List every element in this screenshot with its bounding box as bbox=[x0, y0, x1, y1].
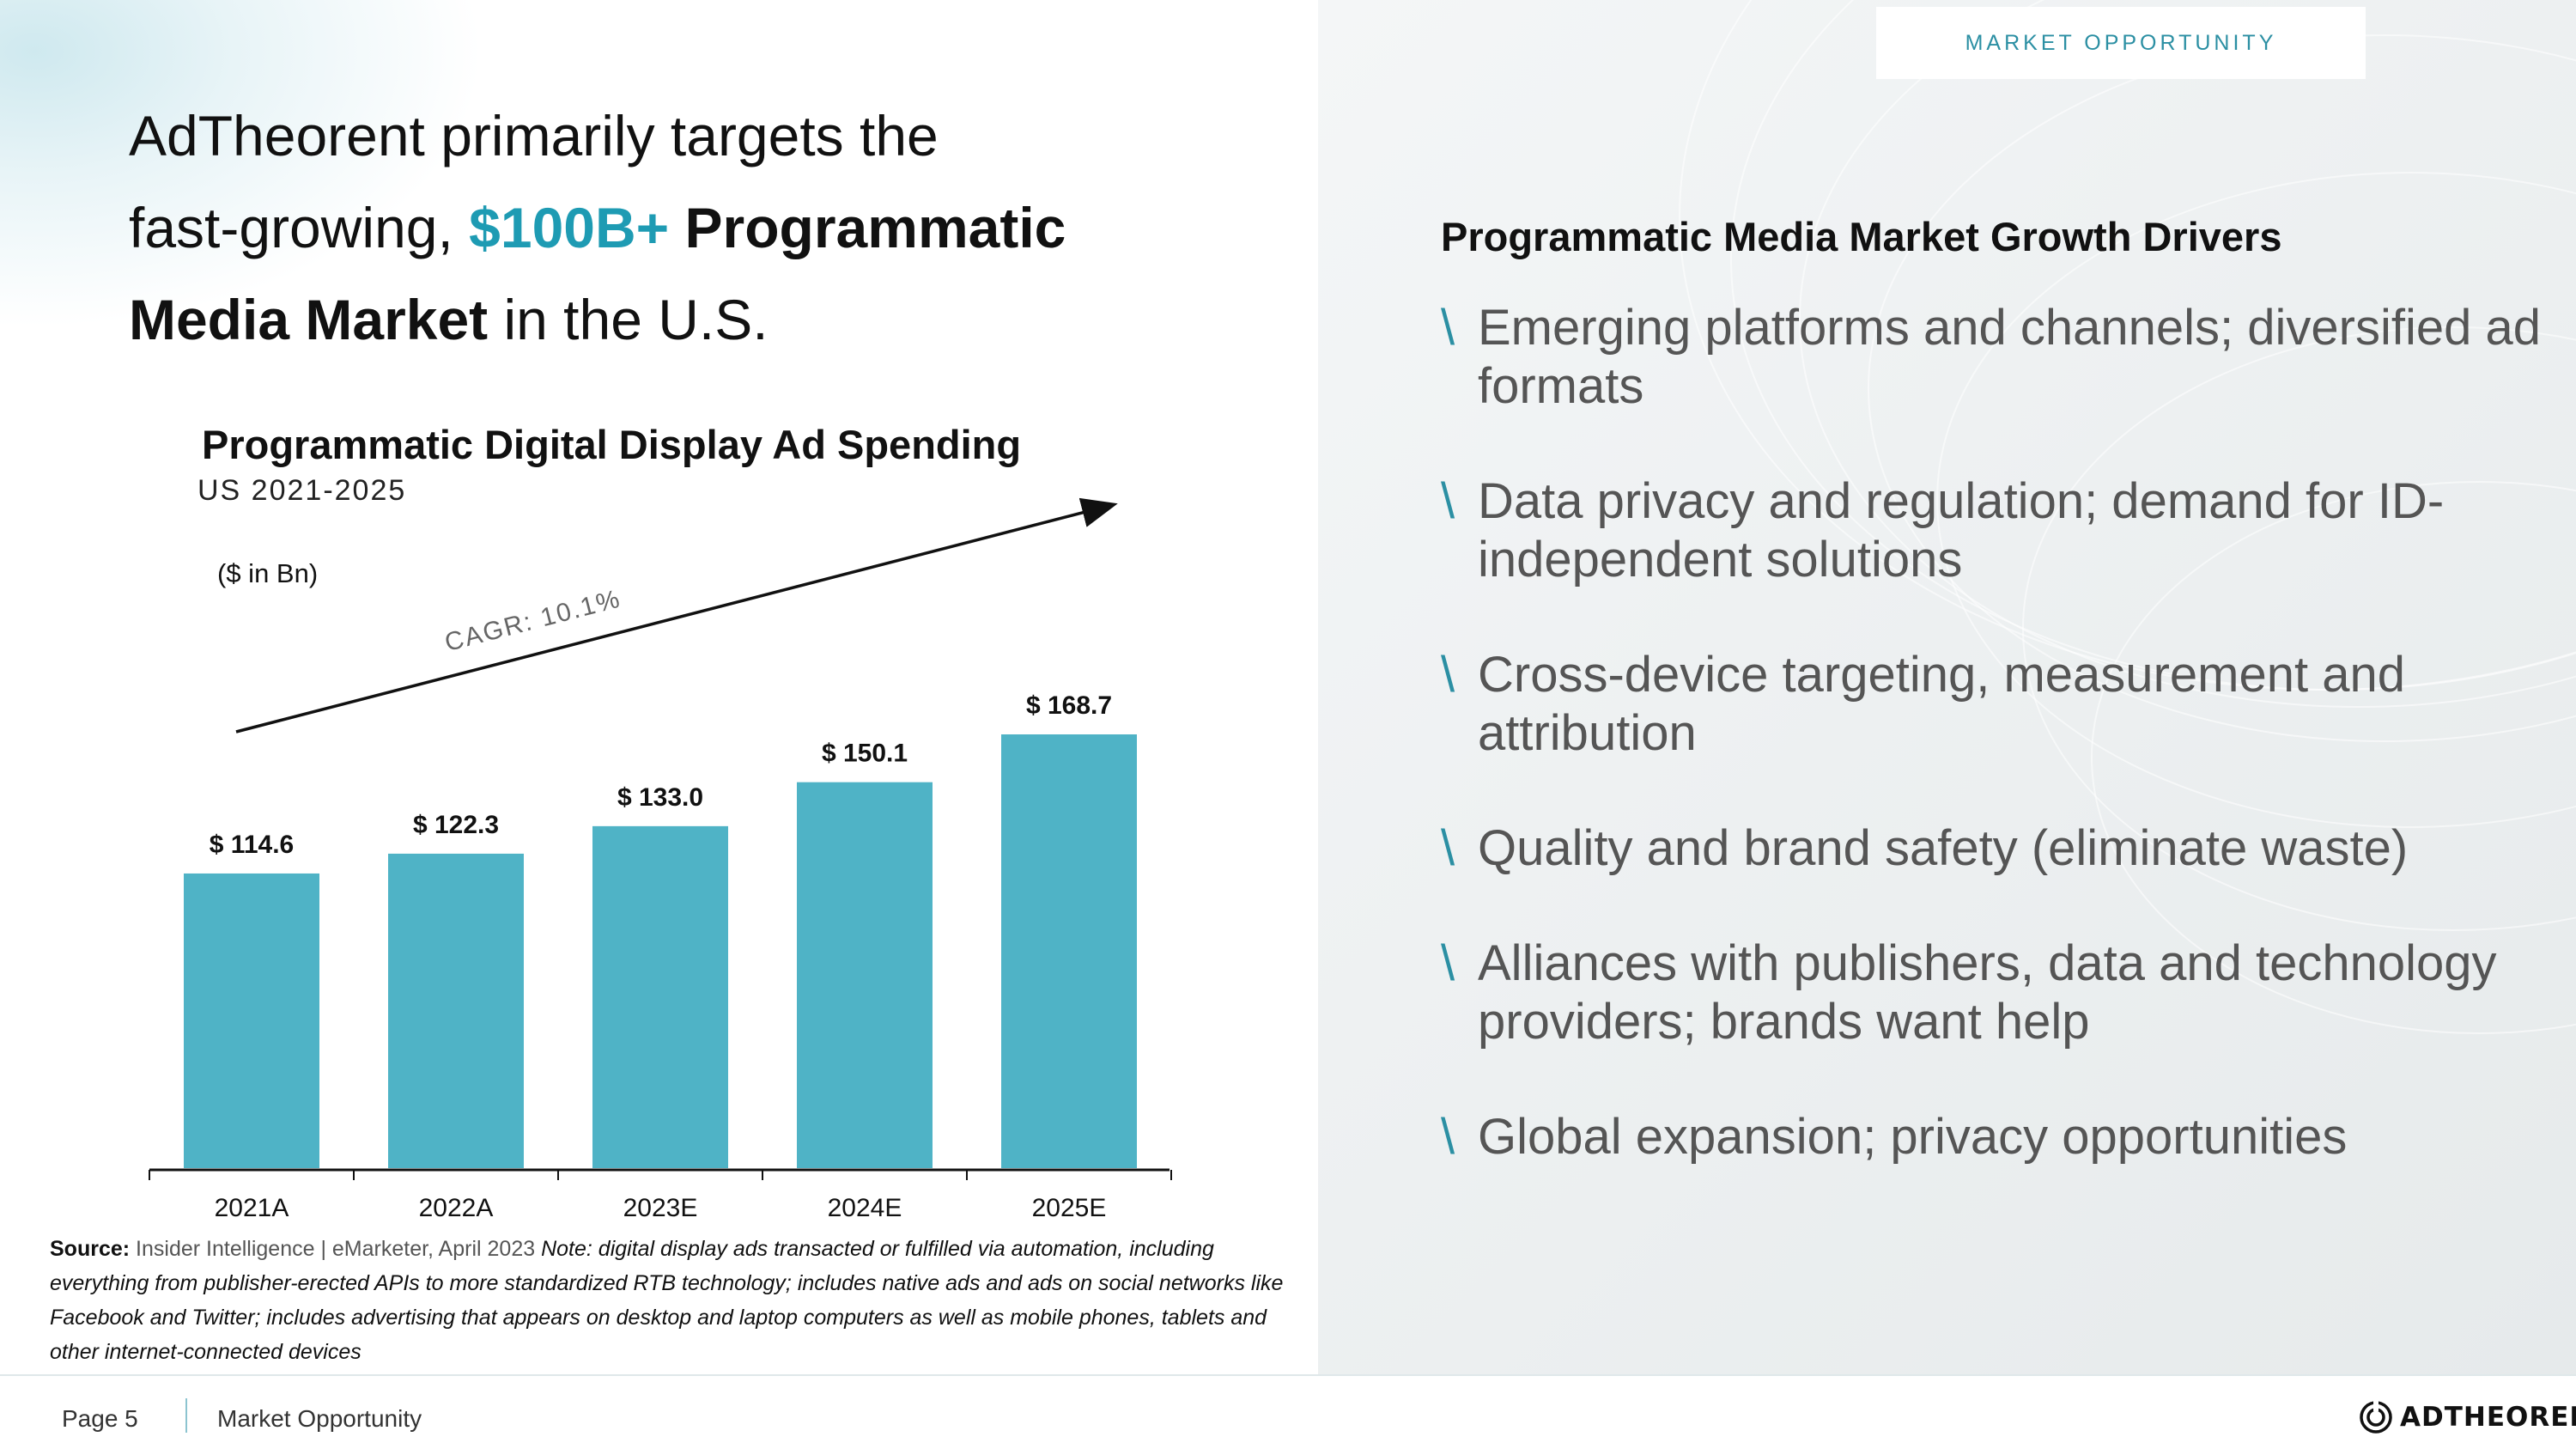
drivers-title: Programmatic Media Market Growth Drivers bbox=[1441, 214, 2282, 259]
chart-title: Programmatic Digital Display Ad Spending bbox=[202, 422, 1022, 467]
bar-value-label: $ 150.1 bbox=[822, 740, 908, 768]
logo-wordmark: ADTHEORENT bbox=[2400, 1402, 2576, 1433]
headline-line-3-text: in the U.S. bbox=[488, 288, 769, 351]
headline-line-2-text: fast-growing, bbox=[129, 196, 470, 259]
x-axis-tick-label: 2023E bbox=[623, 1194, 698, 1222]
bar-value-label: $ 133.0 bbox=[617, 783, 703, 812]
driver-item: \ Cross-device targeting, measurement and… bbox=[1441, 646, 2557, 763]
backslash-bullet-icon: \ bbox=[1441, 473, 1455, 529]
footer-separator bbox=[185, 1398, 187, 1433]
driver-text: Data privacy and regulation; demand for … bbox=[1478, 473, 2445, 588]
driver-item: \ Quality and brand safety (eliminate was… bbox=[1441, 819, 2557, 878]
footer-section-label: Market Opportunity bbox=[217, 1405, 422, 1432]
driver-text: Cross-device targeting, measurement and … bbox=[1478, 647, 2405, 761]
source-text: Insider Intelligence | eMarketer, April … bbox=[130, 1237, 536, 1261]
footer: Page 5 Market Opportunity ADTHEORENT™ bbox=[0, 1374, 2576, 1449]
backslash-bullet-icon: \ bbox=[1441, 820, 1455, 876]
footer-divider bbox=[0, 1374, 2576, 1376]
backslash-bullet-icon: \ bbox=[1441, 935, 1455, 991]
headline-line-3-bold: Media Market bbox=[129, 288, 489, 351]
bar-2023E bbox=[592, 825, 728, 1168]
page-number: Page 5 bbox=[62, 1405, 138, 1432]
bar-2025E bbox=[1001, 734, 1137, 1168]
driver-item: \ Alliances with publishers, data and tec… bbox=[1441, 935, 2557, 1051]
headline-highlight-amount: $100B+ bbox=[469, 196, 670, 259]
cagr-arrow bbox=[235, 497, 1118, 734]
driver-text: Emerging platforms and channels; diversi… bbox=[1478, 300, 2541, 414]
driver-text: Quality and brand safety (eliminate wast… bbox=[1478, 820, 2409, 876]
page-headline: AdTheorent primarily targets the fast-gr… bbox=[129, 90, 1245, 366]
bar-value-label: $ 114.6 bbox=[210, 831, 294, 859]
chart-unit-label: ($ in Bn) bbox=[217, 558, 319, 588]
x-axis-tick-label: 2024E bbox=[828, 1194, 902, 1222]
company-logo: ADTHEORENT™ bbox=[2359, 1400, 2576, 1434]
bar-chart: $ 114.6 2021A $ 122.3 2022A $ 133.0 2023E $ 15… bbox=[149, 497, 1172, 1222]
backslash-bullet-icon: \ bbox=[1441, 300, 1455, 356]
bar-value-label: $ 122.3 bbox=[413, 811, 499, 839]
source-label: Source: bbox=[50, 1237, 131, 1261]
driver-item: \ Data privacy and regulation; demand for… bbox=[1441, 472, 2557, 589]
bar-value-label: $ 168.7 bbox=[1026, 691, 1112, 720]
backslash-bullet-icon: \ bbox=[1441, 647, 1455, 703]
chart-subtitle: US 2021-2025 bbox=[197, 474, 407, 507]
source-note: Source: Insider Intelligence | eMarketer… bbox=[50, 1232, 1295, 1369]
driver-text: Global expansion; privacy opportunities bbox=[1478, 1109, 2348, 1165]
logo-mark-icon bbox=[2360, 1401, 2392, 1434]
section-tag: MARKET OPPORTUNITY bbox=[1876, 7, 2366, 79]
driver-item: \ Global expansion; privacy opportunities bbox=[1441, 1108, 2557, 1166]
backslash-bullet-icon: \ bbox=[1441, 1109, 1455, 1165]
drivers-panel-background bbox=[1318, 0, 2576, 1374]
footnote-text: Note: digital display ads transacted or … bbox=[50, 1237, 1284, 1364]
headline-line-2-bold: Programmatic bbox=[669, 196, 1066, 259]
cagr-label: CAGR: 10.1% bbox=[442, 584, 624, 657]
x-axis-tick-label: 2021A bbox=[215, 1194, 289, 1222]
driver-item: \ Emerging platforms and channels; divers… bbox=[1441, 299, 2557, 416]
bar-2024E bbox=[797, 782, 933, 1168]
bar-2021A bbox=[184, 873, 319, 1168]
drivers-list: \ Emerging platforms and channels; divers… bbox=[1441, 299, 2557, 1223]
headline-line-1: AdTheorent primarily targets the bbox=[129, 104, 939, 167]
bar-2022A bbox=[388, 853, 524, 1168]
x-axis-tick-label: 2022A bbox=[419, 1194, 494, 1222]
driver-text: Alliances with publishers, data and tech… bbox=[1478, 935, 2497, 1050]
x-axis-tick-label: 2025E bbox=[1032, 1194, 1107, 1222]
